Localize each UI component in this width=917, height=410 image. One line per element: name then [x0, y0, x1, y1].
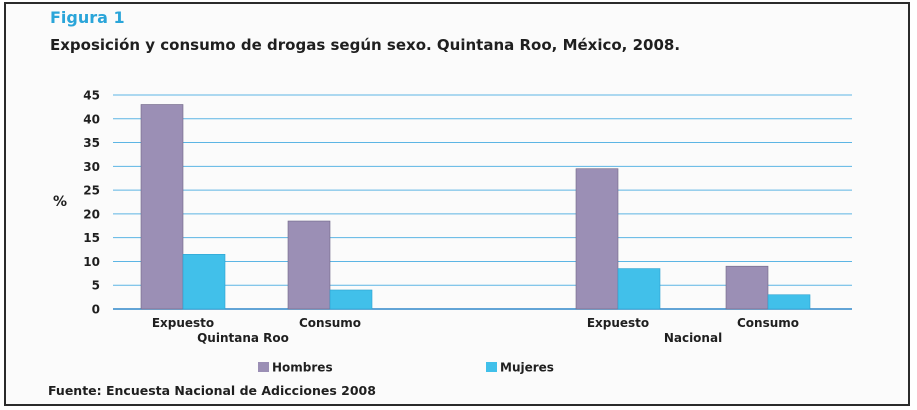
- y-tick-labels: 0 5 10 15 20 25 30 35 40 45: [83, 89, 100, 317]
- y-tick-label: 15: [83, 231, 100, 245]
- bar-hombres-4: [725, 265, 769, 310]
- group-labels: Quintana Roo Nacional: [197, 331, 722, 345]
- legend: Hombres Mujeres: [258, 361, 554, 375]
- y-tick-label: 20: [83, 207, 100, 221]
- x-tick-labels: Expuesto Consumo Expuesto Consumo: [152, 316, 799, 330]
- legend-label: Hombres: [272, 361, 333, 375]
- bar-mujeres-2: [329, 289, 373, 310]
- x-tick-label: Consumo: [737, 316, 799, 330]
- bars: [140, 104, 811, 310]
- y-tick-label: 30: [83, 160, 100, 174]
- legend-swatch: [258, 362, 269, 372]
- y-tick-label: 0: [92, 303, 100, 317]
- y-axis-label: %: [53, 194, 67, 210]
- x-tick-label: Expuesto: [587, 316, 649, 330]
- y-tick-label: 45: [83, 89, 100, 103]
- x-tick-label: Consumo: [299, 316, 361, 330]
- legend-swatch: [486, 362, 497, 372]
- y-tick-label: 35: [83, 136, 100, 150]
- source-note: Fuente: Encuesta Nacional de Adicciones …: [48, 383, 376, 398]
- y-tick-label: 25: [83, 184, 100, 198]
- bar-mujeres-1: [182, 254, 226, 310]
- bar-mujeres-4: [767, 294, 811, 310]
- chart-title: Exposición y consumo de drogas según sex…: [50, 36, 681, 54]
- y-tick-label: 5: [92, 279, 100, 293]
- bar-mujeres-3: [617, 268, 661, 310]
- x-tick-label: Expuesto: [152, 316, 214, 330]
- y-tick-label: 10: [83, 255, 100, 269]
- legend-label: Mujeres: [500, 361, 554, 375]
- bar-hombres-2: [287, 220, 331, 310]
- y-tick-label: 40: [83, 112, 100, 126]
- group-label: Nacional: [664, 331, 722, 345]
- group-label: Quintana Roo: [197, 331, 289, 345]
- figure-label: Figura 1: [50, 8, 125, 27]
- bar-hombres-1: [140, 104, 184, 310]
- bar-hombres-3: [575, 168, 619, 310]
